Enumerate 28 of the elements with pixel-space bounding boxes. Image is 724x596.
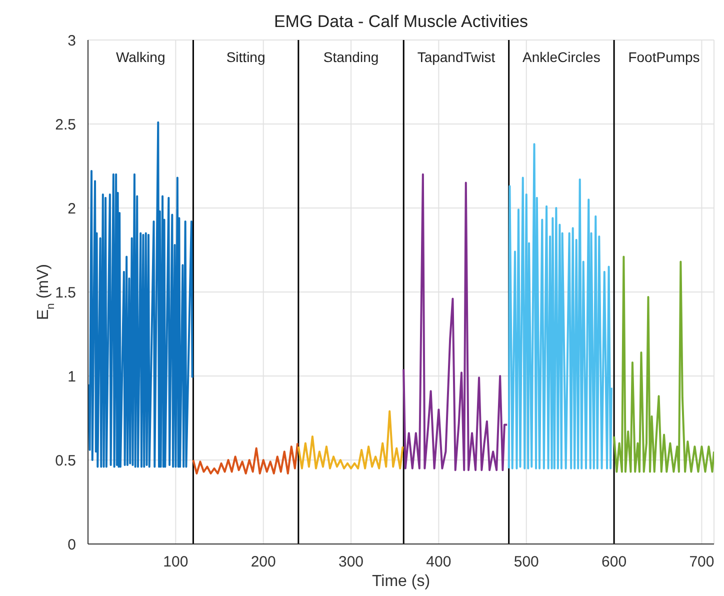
x-tick-label: 700 xyxy=(689,554,714,571)
x-tick-label: 200 xyxy=(250,554,276,571)
x-tick-label: 100 xyxy=(163,554,188,571)
line-series xyxy=(88,121,194,468)
y-tick-label: 0 xyxy=(68,536,76,554)
x-tick-label: 300 xyxy=(338,554,364,571)
annotation: TapandTwist xyxy=(417,48,496,65)
y-tick-label: 1.5 xyxy=(55,284,76,302)
line-series xyxy=(613,256,714,473)
line-series xyxy=(192,442,299,474)
x-axis-title: Time (s) xyxy=(372,573,430,590)
annotation: Walking xyxy=(116,48,166,65)
annotation: Standing xyxy=(323,48,379,65)
line-series xyxy=(508,143,612,470)
x-tick-label: 600 xyxy=(602,554,627,571)
y-tick-label: 2 xyxy=(68,200,76,218)
line-series xyxy=(297,410,404,470)
chart-title: EMG Data - Calf Muscle Activities xyxy=(272,12,530,32)
y-tick-label: 3 xyxy=(68,32,76,50)
line-series xyxy=(402,173,508,472)
y-tick-label: 0.5 xyxy=(55,452,76,470)
annotation: AnkleCircles xyxy=(522,48,600,65)
x-tick-label: 400 xyxy=(426,554,452,571)
y-tick-label: 2.5 xyxy=(55,116,76,134)
y-tick-label: 1 xyxy=(68,368,76,386)
annotation: Sitting xyxy=(226,48,266,65)
annotation: FootPumps xyxy=(628,48,700,65)
x-tick-label: 500 xyxy=(514,554,539,571)
